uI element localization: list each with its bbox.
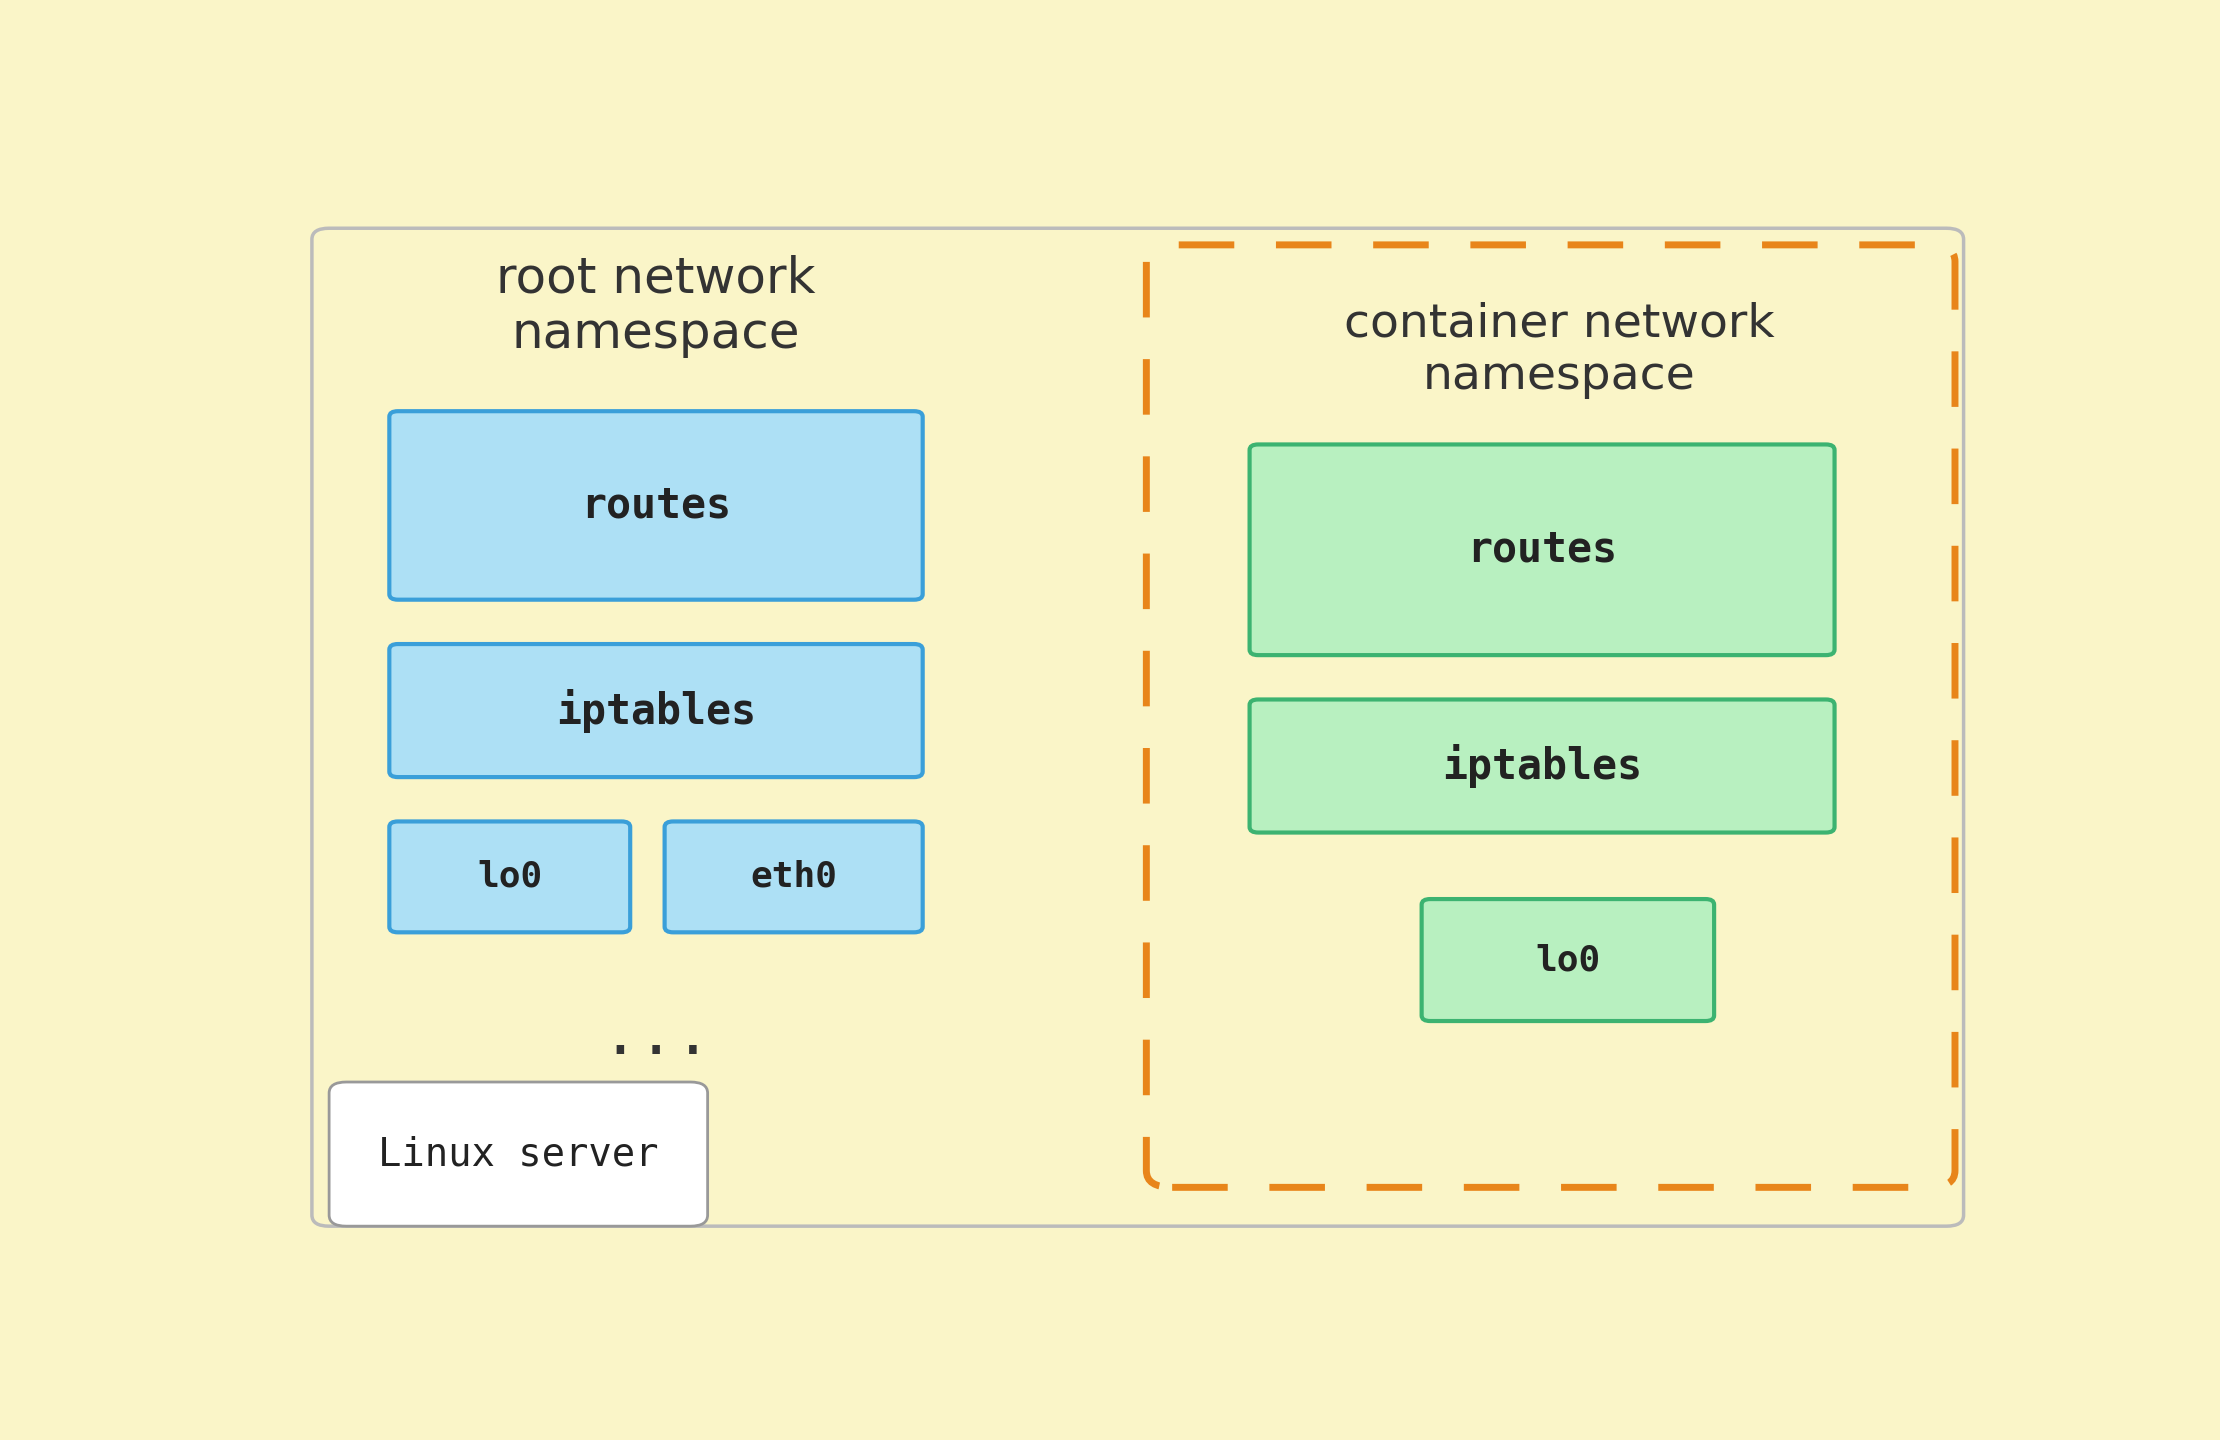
FancyBboxPatch shape	[388, 412, 924, 599]
Text: lo0: lo0	[477, 860, 542, 894]
Text: root network
namespace: root network namespace	[497, 253, 815, 357]
Text: ...: ...	[602, 1008, 710, 1067]
FancyBboxPatch shape	[664, 821, 924, 932]
FancyBboxPatch shape	[388, 644, 924, 778]
FancyBboxPatch shape	[1250, 700, 1834, 832]
Text: container network
namespace: container network namespace	[1343, 302, 1774, 399]
Text: iptables: iptables	[1443, 744, 1643, 788]
FancyBboxPatch shape	[1146, 245, 1956, 1188]
Text: routes: routes	[582, 484, 730, 527]
Text: Linux server: Linux server	[377, 1135, 659, 1174]
Text: lo0: lo0	[1536, 943, 1601, 978]
FancyBboxPatch shape	[311, 228, 1962, 1227]
Text: routes: routes	[1467, 528, 1616, 570]
Text: eth0: eth0	[750, 860, 837, 894]
FancyBboxPatch shape	[1421, 899, 1714, 1021]
FancyBboxPatch shape	[1250, 445, 1834, 655]
Text: iptables: iptables	[555, 688, 757, 733]
FancyBboxPatch shape	[329, 1081, 708, 1227]
FancyBboxPatch shape	[388, 821, 630, 932]
